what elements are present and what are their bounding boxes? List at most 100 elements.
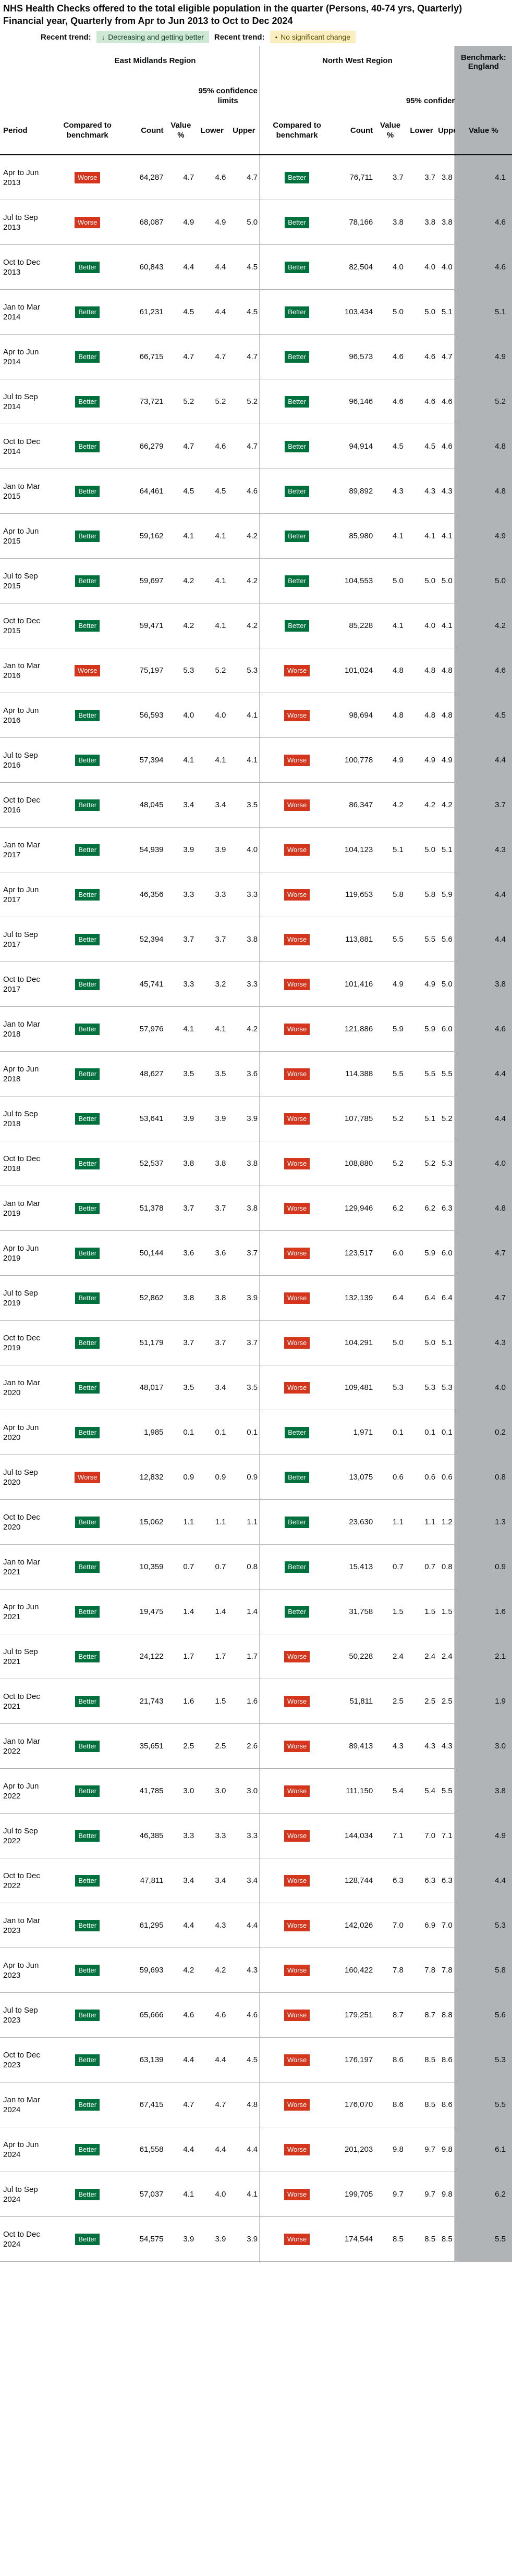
better-badge: Better — [75, 351, 100, 363]
count-cell: 23,630 — [334, 1499, 375, 1545]
count-cell: 75,197 — [124, 648, 166, 693]
compared-cell: Better — [50, 513, 125, 559]
period-cell: Apr to Jun 2023 — [0, 1948, 51, 1993]
count-cell: 109,481 — [334, 1365, 375, 1410]
period-cell: Oct to Dec 2018 — [0, 1141, 51, 1186]
value-cell: 4.1 — [165, 513, 197, 559]
lower-cell: 3.4 — [196, 782, 228, 828]
benchmark-value-cell: 1.3 — [454, 1499, 512, 1545]
better-badge: Better — [285, 1516, 309, 1528]
count-cell: 12,832 — [124, 1455, 166, 1500]
value-cell: 1.7 — [165, 1634, 197, 1679]
value-cell: 4.4 — [165, 244, 197, 290]
better-badge: Better — [75, 889, 100, 901]
compared-cell: Worse — [260, 1948, 334, 1993]
compared-cell: Worse — [260, 872, 334, 917]
compared-cell: Worse — [260, 1230, 334, 1276]
benchmark-value-cell: 4.6 — [454, 200, 512, 245]
worse-badge: Worse — [284, 709, 310, 721]
upper-cell: 4.7 — [228, 155, 260, 200]
table-row: Apr to Jun 2024 Better 61,558 4.4 4.4 4.4 Wors… — [0, 2127, 512, 2172]
worse-badge: Worse — [284, 1337, 310, 1349]
upper-cell: 5.2 — [437, 1096, 455, 1141]
lower-cell: 3.7 — [196, 1186, 228, 1231]
lower-cell: 1.5 — [196, 1679, 228, 1724]
worse-badge: Worse — [284, 2143, 310, 2155]
better-badge: Better — [75, 620, 100, 632]
compared-cell: Better — [50, 289, 125, 335]
lower-cell: 4.4 — [196, 289, 228, 335]
table-row: Jan to Mar 2017 Better 54,939 3.9 3.9 4.0 Wors… — [0, 827, 512, 872]
worse-badge: Worse — [284, 2188, 310, 2200]
count-cell: 65,666 — [124, 1992, 166, 2038]
value-cell: 5.0 — [375, 1320, 406, 1365]
upper-cell: 3.4 — [228, 1858, 260, 1903]
better-badge: Better — [285, 1426, 309, 1438]
upper-cell: 4.6 — [228, 469, 260, 514]
count-cell: 64,287 — [124, 155, 166, 200]
better-badge: Better — [75, 1157, 100, 1169]
lower-cell: 3.3 — [196, 872, 228, 917]
upper-cell: 5.2 — [228, 379, 260, 424]
value-cell: 4.3 — [375, 1723, 406, 1769]
better-badge: Better — [285, 1561, 309, 1573]
upper-cell: 5.5 — [437, 1051, 455, 1096]
better-badge: Better — [285, 530, 309, 542]
upper-cell: 0.8 — [228, 1544, 260, 1589]
period-cell: Jul to Sep 2018 — [0, 1096, 51, 1141]
count-cell: 15,413 — [334, 1544, 375, 1589]
period-cell: Oct to Dec 2024 — [0, 2216, 51, 2262]
value-cell: 4.6 — [375, 334, 406, 379]
compared-cell: Better — [260, 1589, 334, 1634]
benchmark-value-cell: 5.3 — [454, 2037, 512, 2082]
value-cell: 4.2 — [375, 782, 406, 828]
better-badge: Better — [75, 1023, 100, 1035]
value-cell: 0.7 — [165, 1544, 197, 1589]
better-badge: Better — [75, 754, 100, 766]
value-cell: 4.1 — [375, 513, 406, 559]
count-cell: 73,721 — [124, 379, 166, 424]
lower-cell: 3.9 — [196, 2216, 228, 2262]
upper-cell: 5.6 — [437, 917, 455, 962]
value-cell: 1.4 — [165, 1589, 197, 1634]
worse-badge: Worse — [75, 664, 101, 676]
period-cell: Jan to Mar 2023 — [0, 1903, 51, 1948]
count-cell: 66,715 — [124, 334, 166, 379]
table-row: Apr to Jun 2023 Better 59,693 4.2 4.2 4.3 Wors… — [0, 1948, 512, 1993]
col-upper-nw: Upper — [437, 106, 455, 155]
upper-cell: 5.9 — [437, 872, 455, 917]
benchmark-value-cell: 4.8 — [454, 424, 512, 469]
count-cell: 111,150 — [334, 1768, 375, 1814]
upper-cell: 4.9 — [437, 737, 455, 783]
lower-cell: 4.3 — [196, 1903, 228, 1948]
better-badge: Better — [285, 351, 309, 363]
count-cell: 128,744 — [334, 1858, 375, 1903]
lower-cell: 4.7 — [196, 2082, 228, 2127]
count-cell: 54,939 — [124, 827, 166, 872]
lower-cell: 1.7 — [196, 1634, 228, 1679]
count-cell: 31,758 — [334, 1589, 375, 1634]
upper-cell: 4.3 — [228, 1948, 260, 1993]
table-row: Oct to Dec 2022 Better 47,811 3.4 3.4 3.4 Wors… — [0, 1858, 512, 1903]
value-cell: 4.3 — [375, 469, 406, 514]
table-row: Jan to Mar 2014 Better 61,231 4.5 4.4 4.5 Bett… — [0, 289, 512, 335]
upper-cell: 4.2 — [228, 603, 260, 648]
recent-trend-label: Recent trend: — [41, 32, 91, 42]
col-compared-nw: Compared to benchmark — [260, 106, 334, 155]
compared-cell: Worse — [260, 1320, 334, 1365]
better-badge: Better — [75, 1382, 100, 1394]
compared-cell: Better — [50, 1723, 125, 1769]
upper-cell: 8.6 — [437, 2082, 455, 2127]
value-cell: 3.5 — [165, 1365, 197, 1410]
lower-cell: 3.2 — [196, 962, 228, 1007]
lower-cell: 4.0 — [405, 244, 438, 290]
compared-cell: Worse — [260, 1903, 334, 1948]
value-cell: 3.4 — [165, 782, 197, 828]
value-cell: 4.1 — [165, 737, 197, 783]
count-cell: 114,388 — [334, 1051, 375, 1096]
benchmark-value-cell: 5.5 — [454, 2216, 512, 2262]
benchmark-header: Benchmark: England — [454, 46, 512, 106]
lower-cell: 1.5 — [405, 1589, 438, 1634]
upper-cell: 3.9 — [228, 1275, 260, 1321]
lower-cell: 5.2 — [196, 648, 228, 693]
